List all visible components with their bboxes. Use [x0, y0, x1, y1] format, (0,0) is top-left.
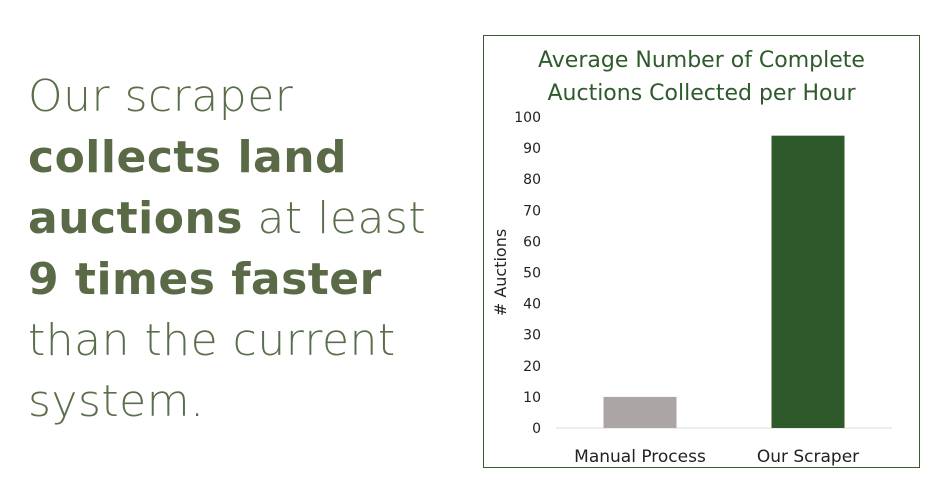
headline-line-1: Our scraper [28, 71, 294, 122]
x-category-label: Manual Process [574, 447, 706, 467]
y-tick-label: 90 [523, 141, 541, 157]
y-tick-label: 100 [514, 110, 541, 126]
y-tick-label: 30 [523, 328, 541, 344]
bar-our-scraper [771, 135, 845, 428]
y-tick-label: 70 [523, 203, 541, 219]
bar-manual-process [603, 396, 677, 428]
chart-plot: 0 10 20 30 40 50 60 70 80 90 100 # Auctions Manual P… [491, 110, 892, 467]
headline-line-3: auctions at least [28, 188, 448, 249]
chart-title: Average Number of Complete Auctions Coll… [484, 44, 919, 110]
y-tick-label: 10 [523, 390, 541, 406]
headline-line-5: than the current [28, 315, 396, 366]
y-tick-label: 20 [523, 359, 541, 375]
chart-title-line-1: Average Number of Complete [538, 48, 865, 73]
headline-line-6: system. [28, 376, 205, 427]
headline: Our scraper collects land auctions at le… [28, 66, 448, 432]
y-axis-label: # Auctions [491, 229, 510, 316]
y-tick-label: 40 [523, 297, 541, 313]
headline-emphasis-2: auctions [28, 193, 243, 244]
x-category-label: Our Scraper [757, 447, 859, 467]
headline-line-2: collects land [28, 127, 448, 188]
headline-emphasis-1: collects land [28, 132, 348, 183]
y-tick-label: 0 [532, 421, 541, 437]
chart: Average Number of Complete Auctions Coll… [483, 35, 920, 468]
y-tick-label: 50 [523, 266, 541, 282]
y-tick-label: 60 [523, 234, 541, 250]
headline-emphasis-3: 9 times faster [28, 254, 382, 305]
chart-title-line-2: Auctions Collected per Hour [547, 81, 856, 106]
y-tick-label: 80 [523, 172, 541, 188]
headline-line-3-rest: at least [242, 193, 427, 244]
headline-line-4: 9 times faster [28, 249, 448, 310]
